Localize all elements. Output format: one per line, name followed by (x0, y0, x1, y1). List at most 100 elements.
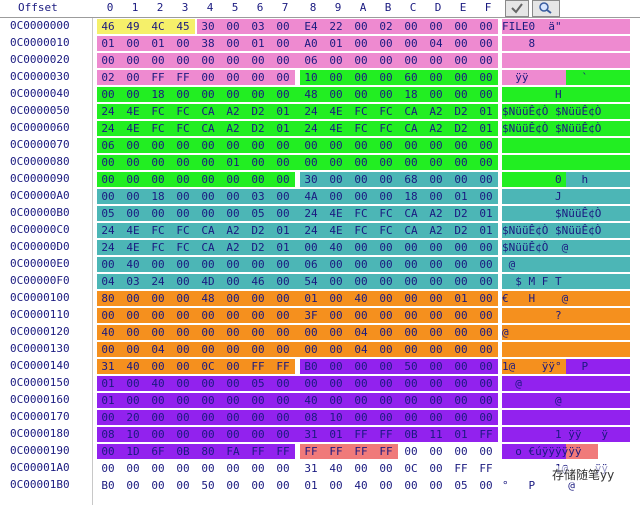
ascii-text[interactable]: @ (502, 377, 608, 390)
hex-byte[interactable]: 00 (454, 54, 468, 67)
hex-byte[interactable]: 38 (201, 37, 215, 50)
hex-byte[interactable]: 01 (101, 37, 115, 50)
hex-byte[interactable]: 00 (226, 54, 240, 67)
ascii-text[interactable] (502, 410, 608, 425)
hex-byte[interactable]: 00 (151, 360, 165, 373)
hex-byte[interactable]: FC (379, 105, 393, 118)
hex-byte[interactable]: 00 (201, 156, 215, 169)
hex-byte[interactable]: 00 (276, 462, 290, 475)
hex-byte[interactable]: 01 (276, 241, 290, 254)
hex-byte[interactable]: FF (251, 360, 265, 373)
hex-byte[interactable]: 60 (404, 71, 418, 84)
hex-byte[interactable]: 4E (126, 122, 140, 135)
hex-byte[interactable]: 01 (454, 292, 468, 305)
hex-byte[interactable]: 01 (101, 394, 115, 407)
hex-byte[interactable]: 0C (201, 360, 215, 373)
hex-byte[interactable]: 00 (276, 20, 290, 33)
hex-byte[interactable]: 40 (329, 241, 343, 254)
ascii-text[interactable]: @ (502, 394, 608, 407)
hex-byte[interactable]: 0B (404, 428, 418, 441)
hex-byte[interactable]: 01 (329, 37, 343, 50)
hex-byte[interactable]: 00 (404, 241, 418, 254)
hex-byte[interactable]: 04 (101, 275, 115, 288)
hex-byte[interactable]: 24 (101, 122, 115, 135)
hex-byte[interactable]: 00 (226, 20, 240, 33)
hex-byte[interactable]: 00 (379, 292, 393, 305)
hex-byte[interactable]: 00 (329, 275, 343, 288)
hex-byte[interactable]: FF (304, 445, 318, 458)
hex-byte[interactable]: 00 (151, 326, 165, 339)
hex-byte[interactable]: 00 (304, 343, 318, 356)
hex-byte[interactable]: 68 (404, 173, 418, 186)
hex-byte[interactable]: FC (176, 122, 190, 135)
hex-byte[interactable]: 4E (329, 224, 343, 237)
hex-byte[interactable]: 04 (354, 343, 368, 356)
hex-byte[interactable]: 00 (454, 139, 468, 152)
hex-byte[interactable]: 00 (404, 292, 418, 305)
hex-byte[interactable]: 08 (304, 411, 318, 424)
hex-byte[interactable]: 00 (479, 88, 493, 101)
hex-byte[interactable]: 00 (329, 292, 343, 305)
hex-byte[interactable]: 00 (429, 292, 443, 305)
hex-byte[interactable]: 00 (176, 156, 190, 169)
hex-byte[interactable]: 00 (276, 411, 290, 424)
hex-byte[interactable]: 00 (454, 88, 468, 101)
hex-byte[interactable]: 00 (379, 275, 393, 288)
hex-byte[interactable]: 00 (126, 190, 140, 203)
hex-byte[interactable]: 04 (354, 326, 368, 339)
hex-byte[interactable]: 00 (226, 275, 240, 288)
hex-byte[interactable]: 00 (276, 309, 290, 322)
hex-byte[interactable]: 00 (479, 479, 493, 492)
hex-byte[interactable]: 00 (354, 71, 368, 84)
hex-byte[interactable]: 46 (251, 275, 265, 288)
hex-byte[interactable]: 00 (479, 54, 493, 67)
hex-byte[interactable]: 4A (304, 190, 318, 203)
hex-byte[interactable]: 00 (101, 445, 115, 458)
hex-byte[interactable]: 00 (404, 377, 418, 390)
hex-byte[interactable]: 00 (151, 173, 165, 186)
hex-byte[interactable]: 10 (304, 71, 318, 84)
hex-byte[interactable]: A2 (226, 122, 240, 135)
hex-byte[interactable]: 03 (251, 20, 265, 33)
hex-byte[interactable]: 00 (354, 241, 368, 254)
ascii-text[interactable]: H (502, 88, 608, 101)
hex-byte[interactable]: FC (354, 207, 368, 220)
hex-byte[interactable]: 00 (176, 190, 190, 203)
hex-byte[interactable]: 00 (126, 377, 140, 390)
ascii-text[interactable] (502, 342, 608, 357)
hex-byte[interactable]: 40 (126, 258, 140, 271)
hex-byte[interactable]: CA (201, 241, 215, 254)
hex-byte[interactable]: 00 (101, 88, 115, 101)
hex-byte[interactable]: 00 (454, 275, 468, 288)
ascii-text[interactable]: ? (502, 309, 608, 322)
hex-byte[interactable]: 00 (201, 326, 215, 339)
hex-byte[interactable]: 00 (226, 190, 240, 203)
hex-byte[interactable]: 00 (479, 360, 493, 373)
hex-byte[interactable]: A0 (304, 37, 318, 50)
search-icon[interactable] (532, 0, 560, 17)
hex-byte[interactable]: B0 (101, 479, 115, 492)
hex-byte[interactable]: 00 (126, 88, 140, 101)
hex-byte[interactable]: 00 (276, 207, 290, 220)
ascii-text[interactable]: € H @ (502, 292, 608, 305)
hex-byte[interactable]: 00 (151, 207, 165, 220)
hex-byte[interactable]: 00 (226, 71, 240, 84)
hex-byte[interactable]: 6F (151, 445, 165, 458)
hex-byte[interactable]: 00 (101, 173, 115, 186)
hex-byte[interactable]: 22 (329, 20, 343, 33)
hex-byte[interactable]: 31 (304, 428, 318, 441)
hex-byte[interactable]: 00 (454, 360, 468, 373)
hex-byte[interactable]: 00 (354, 275, 368, 288)
hex-byte[interactable]: 00 (201, 462, 215, 475)
hex-byte[interactable]: FF (354, 428, 368, 441)
hex-byte[interactable]: A2 (429, 224, 443, 237)
hex-byte[interactable]: 00 (379, 479, 393, 492)
hex-byte[interactable]: 00 (101, 54, 115, 67)
hex-byte[interactable]: FC (176, 241, 190, 254)
hex-byte[interactable]: 24 (101, 105, 115, 118)
hex-byte[interactable]: 00 (354, 88, 368, 101)
hex-byte[interactable]: 00 (479, 343, 493, 356)
hex-byte[interactable]: 40 (354, 479, 368, 492)
hex-byte[interactable]: 01 (479, 207, 493, 220)
hex-byte[interactable]: 00 (126, 71, 140, 84)
